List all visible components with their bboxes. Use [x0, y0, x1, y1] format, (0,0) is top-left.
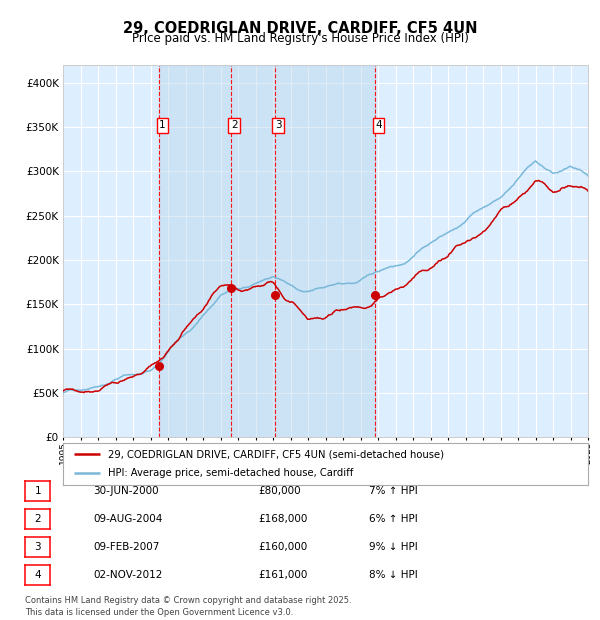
Text: 1: 1 — [34, 486, 41, 496]
Text: 2: 2 — [231, 120, 238, 130]
Text: 30-JUN-2000: 30-JUN-2000 — [93, 486, 158, 496]
Text: 3: 3 — [275, 120, 281, 130]
Text: 1: 1 — [159, 120, 166, 130]
Text: 09-AUG-2004: 09-AUG-2004 — [93, 514, 163, 524]
Text: £80,000: £80,000 — [258, 486, 301, 496]
Text: 4: 4 — [375, 120, 382, 130]
Text: 4: 4 — [34, 570, 41, 580]
Text: HPI: Average price, semi-detached house, Cardiff: HPI: Average price, semi-detached house,… — [107, 469, 353, 479]
Text: 9% ↓ HPI: 9% ↓ HPI — [369, 542, 418, 552]
Text: 3: 3 — [34, 542, 41, 552]
Text: 29, COEDRIGLAN DRIVE, CARDIFF, CF5 4UN (semi-detached house): 29, COEDRIGLAN DRIVE, CARDIFF, CF5 4UN (… — [107, 449, 443, 459]
Text: 29, COEDRIGLAN DRIVE, CARDIFF, CF5 4UN: 29, COEDRIGLAN DRIVE, CARDIFF, CF5 4UN — [123, 21, 477, 36]
Text: £168,000: £168,000 — [258, 514, 307, 524]
Text: 2: 2 — [34, 514, 41, 524]
Text: £160,000: £160,000 — [258, 542, 307, 552]
Text: £161,000: £161,000 — [258, 570, 307, 580]
Text: 7% ↑ HPI: 7% ↑ HPI — [369, 486, 418, 496]
Text: 09-FEB-2007: 09-FEB-2007 — [93, 542, 160, 552]
Text: 6% ↑ HPI: 6% ↑ HPI — [369, 514, 418, 524]
Text: Contains HM Land Registry data © Crown copyright and database right 2025.
This d: Contains HM Land Registry data © Crown c… — [25, 596, 352, 617]
Text: 8% ↓ HPI: 8% ↓ HPI — [369, 570, 418, 580]
Bar — [159, 65, 375, 437]
Text: Price paid vs. HM Land Registry's House Price Index (HPI): Price paid vs. HM Land Registry's House … — [131, 32, 469, 45]
Text: 02-NOV-2012: 02-NOV-2012 — [93, 570, 163, 580]
